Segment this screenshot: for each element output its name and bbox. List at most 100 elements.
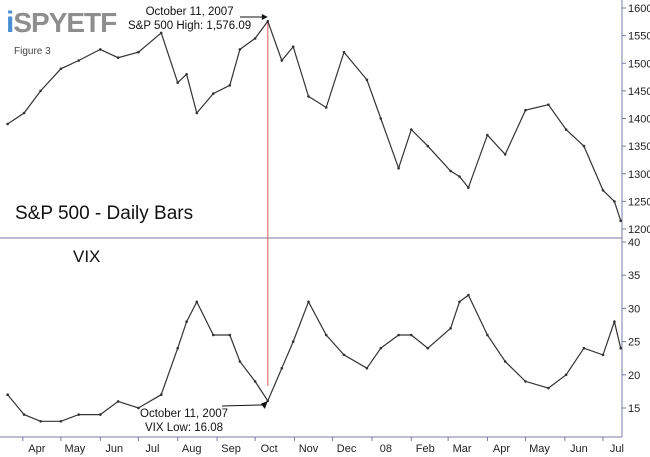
sp500-point	[564, 128, 568, 131]
sp500-point	[116, 56, 120, 59]
vix-point	[159, 393, 163, 397]
vix-point	[342, 353, 346, 357]
logo-letter-i: i	[6, 6, 14, 39]
vix-point	[458, 300, 461, 304]
x-month-label: Aug	[182, 443, 202, 455]
x-month-label: May	[529, 443, 550, 455]
vix-point	[22, 413, 26, 416]
sp500-point	[185, 73, 188, 76]
sp500-point	[619, 219, 622, 222]
sp500-line	[7, 20, 622, 221]
vix-low-date: October 11, 2007	[140, 408, 229, 420]
sp500-point	[324, 106, 328, 109]
sp500-point	[342, 50, 346, 54]
vix-point	[212, 333, 215, 337]
vix-point	[253, 380, 257, 383]
vix-line	[7, 294, 622, 422]
logo-wordmark: SPYETF	[13, 7, 117, 38]
vix-point	[365, 366, 369, 370]
vix-point	[6, 393, 9, 397]
sp500-point	[195, 111, 199, 115]
x-month-label: Mar	[453, 443, 472, 455]
sp500-point	[458, 175, 461, 178]
x-month-label: Jul	[145, 443, 159, 455]
vix-point	[280, 366, 284, 370]
vix-low-arrowhead	[260, 400, 268, 409]
sp500-point	[238, 48, 242, 51]
sp500-point	[99, 48, 102, 51]
vix-point	[176, 346, 179, 350]
vix-point	[467, 293, 470, 297]
vix-point	[486, 333, 489, 337]
sp500-high-label: S&P 500 High: 1,576.09	[128, 20, 252, 32]
sp500-y-tick-label: 1350	[628, 141, 650, 153]
vix-point	[99, 413, 102, 416]
sp500-point	[266, 20, 270, 23]
vix-point	[195, 300, 199, 304]
sp500-point	[59, 67, 63, 71]
vix-point	[601, 353, 605, 357]
vix-low-annotation: October 11, 2007 VIX Low: 16.08	[140, 407, 228, 435]
vix-point	[59, 420, 63, 423]
sp500-y-tick-label: 1600	[628, 3, 650, 15]
sp500-point	[486, 133, 489, 137]
x-month-label: Dec	[337, 443, 357, 455]
vix-point	[410, 333, 413, 337]
vix-point	[379, 346, 383, 350]
sp500-point	[6, 122, 9, 126]
sp500-point	[39, 89, 42, 93]
sp500-point	[503, 153, 507, 156]
x-month-label: Sep	[221, 443, 241, 455]
vix-point	[324, 333, 328, 337]
sp500-point	[22, 111, 26, 115]
x-month-label: Apr	[493, 443, 510, 455]
sp500-point	[410, 128, 413, 131]
brand-logo: i SPYETF	[6, 6, 117, 40]
sp500-point	[77, 59, 80, 62]
vix-y-tick-label: 20	[628, 370, 640, 382]
sp500-point	[449, 169, 452, 173]
x-month-label: Jun	[105, 443, 123, 455]
sp500-panel-title: S&P 500 - Daily Bars	[15, 203, 194, 224]
sp500-point	[601, 189, 605, 192]
vix-y-tick-label: 40	[628, 237, 640, 249]
sp500-point	[613, 200, 616, 203]
vix-point	[582, 346, 586, 350]
vix-point	[619, 346, 622, 350]
vix-point	[185, 320, 188, 324]
figure-label: Figure 3	[14, 46, 51, 57]
sp500-y-tick-label: 1450	[628, 86, 650, 98]
vix-point	[613, 320, 616, 324]
vix-point	[449, 327, 452, 330]
sp500-high-annotation: October 11, 2007 S&P 500 High: 1,576.09	[128, 5, 251, 33]
vix-y-tick-label: 15	[628, 403, 640, 415]
vix-low-arrow	[221, 404, 266, 407]
x-month-label: Feb	[416, 443, 435, 455]
vix-point	[291, 340, 295, 343]
sp500-point	[524, 108, 527, 112]
vix-point	[39, 420, 42, 423]
vix-point	[524, 380, 527, 383]
sp500-point	[365, 78, 369, 82]
sp500-y-tick-label: 1200	[628, 224, 650, 236]
sp500-point	[379, 117, 383, 120]
vix-point	[397, 333, 400, 337]
vix-point	[116, 400, 120, 403]
sp500-point	[228, 84, 232, 87]
vix-point	[426, 346, 430, 350]
vix-y-tick-label: 30	[628, 303, 640, 315]
sp500-y-tick-label: 1500	[628, 58, 650, 70]
sp500-y-tick-label: 1250	[628, 196, 650, 208]
vix-low-label: VIX Low: 16.08	[145, 422, 223, 434]
sp500-y-tick-label: 1300	[628, 169, 650, 181]
sp500-point	[467, 186, 470, 189]
sp500-high-date: October 11, 2007	[145, 6, 234, 18]
x-month-label: Oct	[261, 443, 278, 455]
vix-panel-title: VIX	[73, 247, 101, 266]
sp500-y-tick-label: 1400	[628, 114, 650, 126]
sp500-point	[280, 59, 284, 62]
vix-point	[547, 386, 550, 390]
sp500-point	[582, 144, 586, 148]
vix-point	[307, 300, 310, 304]
